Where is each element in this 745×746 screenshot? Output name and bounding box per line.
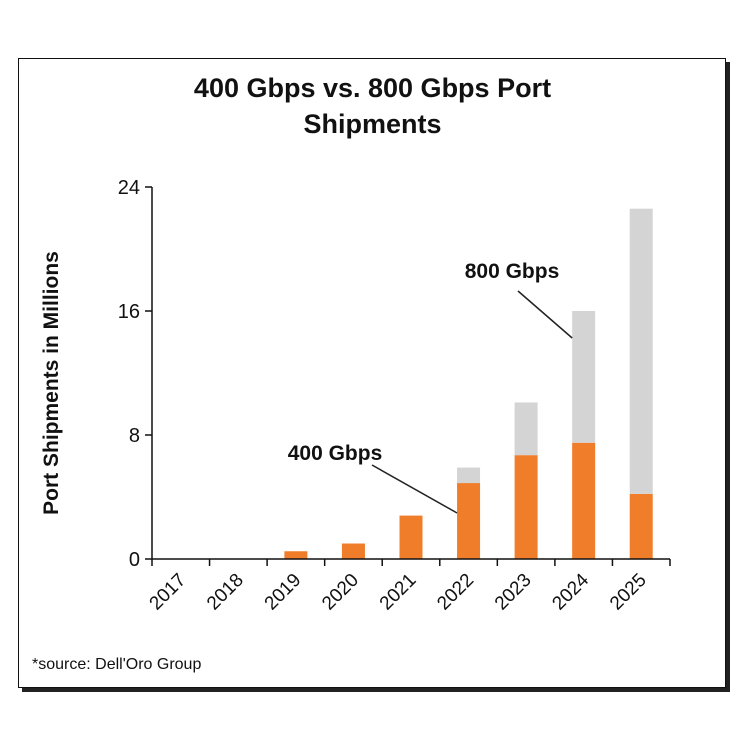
- x-tick-label-2020: 2020: [318, 570, 363, 615]
- bar-400-2022: [457, 483, 481, 559]
- x-tick-label-2017: 2017: [146, 570, 191, 615]
- bar-400-2024: [572, 442, 596, 559]
- annotation-leader-800: [517, 290, 573, 339]
- x-tick-label-2022: 2022: [433, 570, 478, 615]
- bar-400-2020: [341, 543, 365, 559]
- bar-800-2022: [457, 467, 481, 484]
- y-axis-label: Port Shipments in Millions: [40, 251, 63, 515]
- bar-400-2023: [514, 455, 538, 559]
- annotation-leader-400: [371, 464, 458, 514]
- bar-400-2019: [284, 551, 308, 559]
- annotation-400-gbps: 400 Gbps: [288, 442, 383, 465]
- bar-800-2024: [572, 311, 596, 443]
- x-tick-label-2021: 2021: [376, 570, 421, 615]
- x-tick-label-2025: 2025: [606, 570, 651, 615]
- x-tick-label-2019: 2019: [261, 570, 306, 615]
- source-note: *source: Dell'Oro Group: [32, 656, 202, 673]
- chart-frame: [18, 58, 726, 688]
- annotation-800-gbps: 800 Gbps: [465, 260, 560, 283]
- y-tick-label: 24: [118, 177, 140, 199]
- chart-title: 400 Gbps vs. 800 Gbps Port Shipments: [193, 73, 552, 139]
- bar-400-2025: [629, 493, 653, 559]
- x-tick-label-2024: 2024: [548, 569, 593, 614]
- x-tick-label-2018: 2018: [203, 570, 248, 615]
- y-tick-label: 0: [129, 549, 140, 571]
- y-tick-label: 8: [129, 425, 140, 447]
- bar-800-2025: [629, 208, 653, 494]
- x-tick-label-2023: 2023: [491, 570, 536, 615]
- bar-800-2023: [514, 402, 538, 456]
- bar-400-2021: [399, 515, 423, 559]
- y-tick-label: 16: [118, 301, 140, 323]
